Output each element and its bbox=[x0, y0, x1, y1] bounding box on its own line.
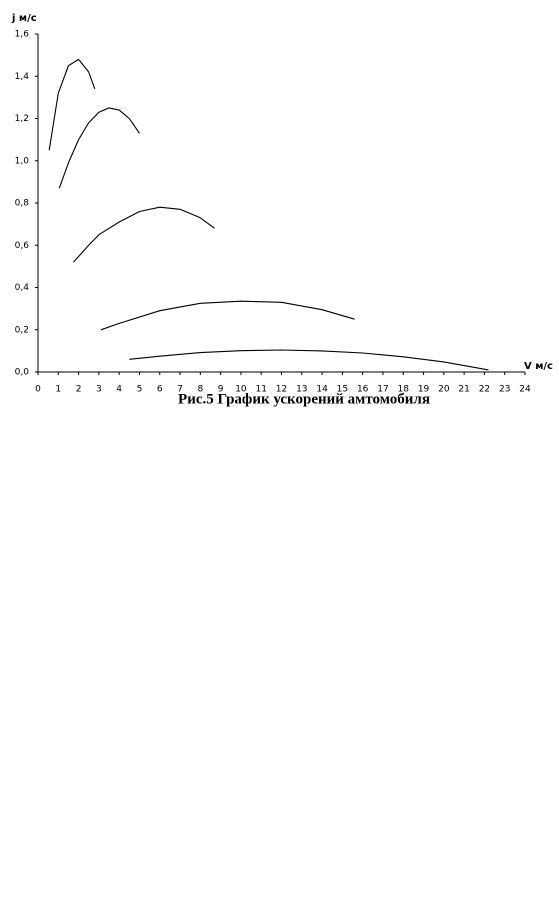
y-tick-label: 1,0 bbox=[15, 156, 30, 166]
curve bbox=[58, 107, 140, 189]
x-tick-label: 12 bbox=[276, 385, 287, 395]
curve bbox=[129, 349, 489, 371]
x-tick-label: 4 bbox=[116, 385, 122, 395]
x-tick-label: 24 bbox=[519, 385, 531, 395]
x-tick-label: 16 bbox=[357, 385, 369, 395]
x-tick-label: 11 bbox=[255, 385, 266, 395]
x-tick-label: 9 bbox=[218, 385, 224, 395]
y-tick-label: 1,4 bbox=[15, 72, 30, 82]
x-axis-label: V м/с bbox=[524, 361, 553, 372]
y-tick-label: 0,8 bbox=[15, 199, 30, 209]
x-tick-label: 20 bbox=[438, 385, 450, 395]
x-tick-label: 6 bbox=[157, 385, 163, 395]
x-tick-label: 23 bbox=[499, 385, 510, 395]
y-axis-label: j м/с bbox=[11, 13, 37, 24]
x-tick-label: 21 bbox=[458, 385, 469, 395]
x-tick-label: 1 bbox=[55, 385, 61, 395]
x-tick-label: 17 bbox=[377, 385, 388, 395]
x-tick-label: 2 bbox=[76, 385, 82, 395]
y-tick-label: 0,4 bbox=[15, 283, 30, 293]
curve bbox=[48, 58, 96, 151]
x-tick-label: 18 bbox=[398, 385, 410, 395]
y-tick-label: 0,6 bbox=[15, 241, 30, 251]
y-tick-label: 1,2 bbox=[15, 114, 29, 124]
curve bbox=[100, 300, 355, 331]
x-tick-label: 7 bbox=[177, 385, 183, 395]
x-tick-label: 14 bbox=[316, 385, 328, 395]
x-tick-label: 10 bbox=[235, 385, 247, 395]
x-tick-label: 3 bbox=[96, 385, 102, 395]
x-tick-label: 5 bbox=[137, 385, 143, 395]
x-tick-label: 0 bbox=[35, 385, 41, 395]
curve bbox=[73, 206, 215, 263]
caption: Рис.5 График ускорений амтомобиля bbox=[178, 391, 430, 407]
x-tick-label: 15 bbox=[337, 385, 348, 395]
y-tick-label: 0,2 bbox=[15, 325, 29, 335]
x-tick-label: 19 bbox=[418, 385, 430, 395]
x-tick-label: 13 bbox=[296, 385, 307, 395]
y-tick-label: 0,0 bbox=[15, 368, 30, 378]
x-tick-label: 22 bbox=[479, 385, 490, 395]
x-tick-label: 8 bbox=[197, 385, 203, 395]
y-tick-label: 1,6 bbox=[15, 30, 30, 40]
